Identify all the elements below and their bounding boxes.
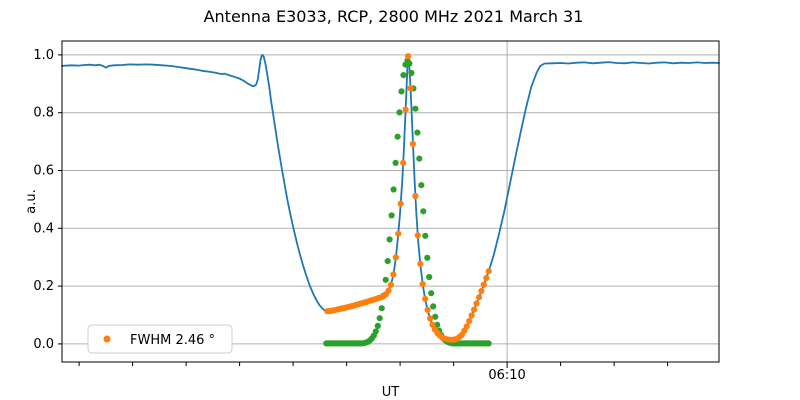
y-tick-label: 1.0: [33, 48, 54, 63]
legend-box: [87, 324, 233, 354]
grid-layer: [62, 41, 719, 362]
x-axis-label: UT: [382, 385, 400, 400]
x-major-tick-label: 06:10: [488, 368, 525, 383]
y-tick-label: 0.6: [33, 164, 54, 179]
y-axis-label: a.u.: [24, 189, 39, 213]
plot-border: [61, 40, 720, 363]
measured-scatter: [324, 53, 492, 343]
legend-label: FWHM 2.46 °: [130, 333, 215, 348]
signal-line: [61, 54, 720, 341]
legend-marker: [103, 335, 111, 343]
fit-scatter: [323, 57, 492, 347]
y-tick-label: 0.0: [33, 337, 54, 352]
legend: FWHM 2.46 °: [87, 324, 233, 354]
y-tick-label: 0.4: [33, 221, 54, 236]
y-tick-label: 0.8: [33, 106, 54, 121]
y-tick-label: 0.2: [33, 279, 54, 294]
axis-ticks: [58, 54, 669, 368]
chart-title: Antenna E3033, RCP, 2800 MHz 2021 March …: [204, 7, 584, 26]
y-tick-labels: 0.0 0.2 0.4 0.6 0.8 1.0: [33, 48, 54, 352]
